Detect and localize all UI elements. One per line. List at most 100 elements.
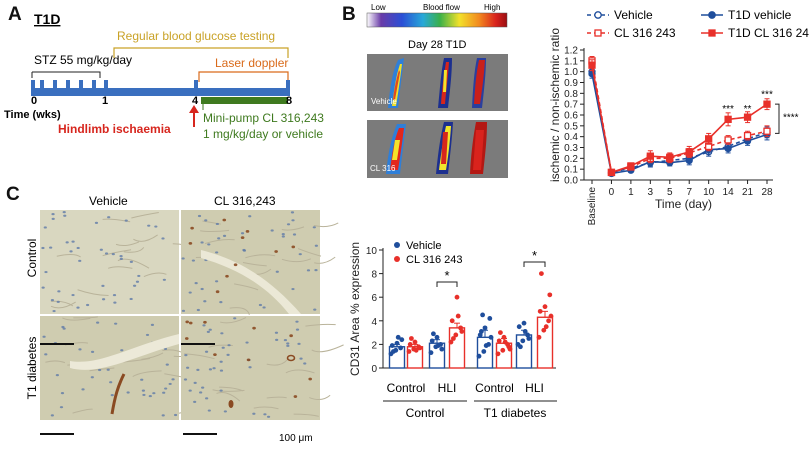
nucleus xyxy=(217,237,221,240)
y-tick-label: 1.0 xyxy=(564,67,578,78)
y-tick-label: 1.2 xyxy=(564,46,578,57)
data-point xyxy=(407,342,413,347)
nucleus xyxy=(41,286,45,289)
nucleus xyxy=(215,222,219,226)
nucleus xyxy=(141,389,146,392)
nucleus xyxy=(226,353,230,356)
nucleus xyxy=(42,335,46,338)
data-point xyxy=(483,343,489,348)
fiber-border xyxy=(204,238,235,245)
x-category-label: HLI xyxy=(438,381,457,395)
x-tick-label: 3 xyxy=(648,187,654,198)
x-tick-label: 10 xyxy=(703,187,715,198)
panel-b-label: B xyxy=(342,4,356,25)
nucleus xyxy=(51,213,55,216)
y-axis-title: ischemic / non-ischemic ratio xyxy=(548,28,562,182)
data-point xyxy=(454,294,460,300)
data-point xyxy=(498,330,503,335)
cd31-vessel xyxy=(188,321,193,325)
nucleus xyxy=(57,290,61,293)
y-tick-label: 10 xyxy=(366,246,378,257)
nucleus xyxy=(297,342,301,345)
nucleus xyxy=(132,284,137,287)
data-point xyxy=(399,337,405,343)
nucleus xyxy=(126,391,130,394)
nucleus xyxy=(114,322,118,325)
minipump-bar xyxy=(201,97,288,104)
nucleus xyxy=(129,297,133,301)
nucleus xyxy=(162,278,166,281)
y-tick-label: 0.4 xyxy=(564,132,578,143)
minipump-label-2: 1 mg/kg/day or vehicle xyxy=(203,127,323,141)
fiber-border xyxy=(229,307,250,315)
data-point xyxy=(501,334,507,340)
cd31-vessel xyxy=(188,241,193,245)
stz-injection-3 xyxy=(79,80,83,89)
tissue-bg xyxy=(40,210,179,314)
nucleus xyxy=(49,246,53,249)
nucleus xyxy=(281,233,285,236)
nucleus xyxy=(154,225,158,228)
nucleus xyxy=(145,333,150,337)
cd31-vessel xyxy=(225,274,229,278)
data-point xyxy=(546,318,551,324)
cd31-vessel xyxy=(293,395,298,398)
data-point xyxy=(666,153,674,161)
nucleus xyxy=(81,388,85,391)
fiber-border xyxy=(56,254,81,258)
panel-a: A T1D STZ 55 mg/kg/day Regular blood glu… xyxy=(4,4,324,141)
data-point xyxy=(705,135,713,143)
panel-c-label: C xyxy=(6,184,20,205)
nucleus xyxy=(181,257,185,260)
y-tick-label: 2 xyxy=(371,340,377,351)
col-vehicle-label: Vehicle xyxy=(89,194,128,208)
nucleus xyxy=(59,406,64,409)
sig-bracket xyxy=(436,281,458,287)
data-point xyxy=(520,338,526,344)
data-point xyxy=(541,327,547,333)
x-tick-label: 5 xyxy=(667,187,673,198)
cd31-vessel xyxy=(274,250,278,253)
nucleus xyxy=(109,381,113,384)
nucleus xyxy=(52,309,56,313)
fiber-border xyxy=(141,352,164,360)
stz-injection-4 xyxy=(92,80,96,89)
data-point xyxy=(394,340,400,346)
data-point xyxy=(500,347,506,353)
data-point xyxy=(543,324,549,330)
nucleus xyxy=(275,338,279,341)
nucleus xyxy=(299,357,303,360)
nucleus xyxy=(101,298,106,301)
nucleus xyxy=(204,219,208,222)
scale-bar-1 xyxy=(40,343,74,345)
timeline-tick-3 xyxy=(286,80,290,96)
nucleus xyxy=(295,320,299,323)
cd31-vessel xyxy=(245,229,250,233)
nucleus xyxy=(266,415,271,418)
nucleus xyxy=(215,251,219,254)
x-tick-label: 7 xyxy=(686,187,692,198)
nucleus xyxy=(162,391,166,394)
nucleus xyxy=(65,241,69,244)
series-0 xyxy=(588,66,771,177)
fiber-border xyxy=(234,283,259,291)
nucleus xyxy=(252,412,256,415)
time-wks-label: Time (wks) xyxy=(4,109,61,121)
cd31-vessel xyxy=(190,226,194,230)
nucleus xyxy=(164,387,168,390)
nucleus xyxy=(208,328,212,331)
nucleus xyxy=(137,274,141,278)
colorbar-high: High xyxy=(484,3,500,12)
fiber-border xyxy=(266,359,288,366)
y-axis-title: CD31 Area % expression xyxy=(348,242,362,376)
nucleus xyxy=(150,323,155,326)
nucleus xyxy=(119,257,123,261)
data-point xyxy=(479,329,484,334)
data-point xyxy=(488,334,494,340)
cd31-vessel xyxy=(233,263,238,267)
data-point xyxy=(518,344,523,350)
cd31-vessel xyxy=(110,373,126,415)
nucleus xyxy=(71,293,75,297)
data-point xyxy=(409,336,414,341)
